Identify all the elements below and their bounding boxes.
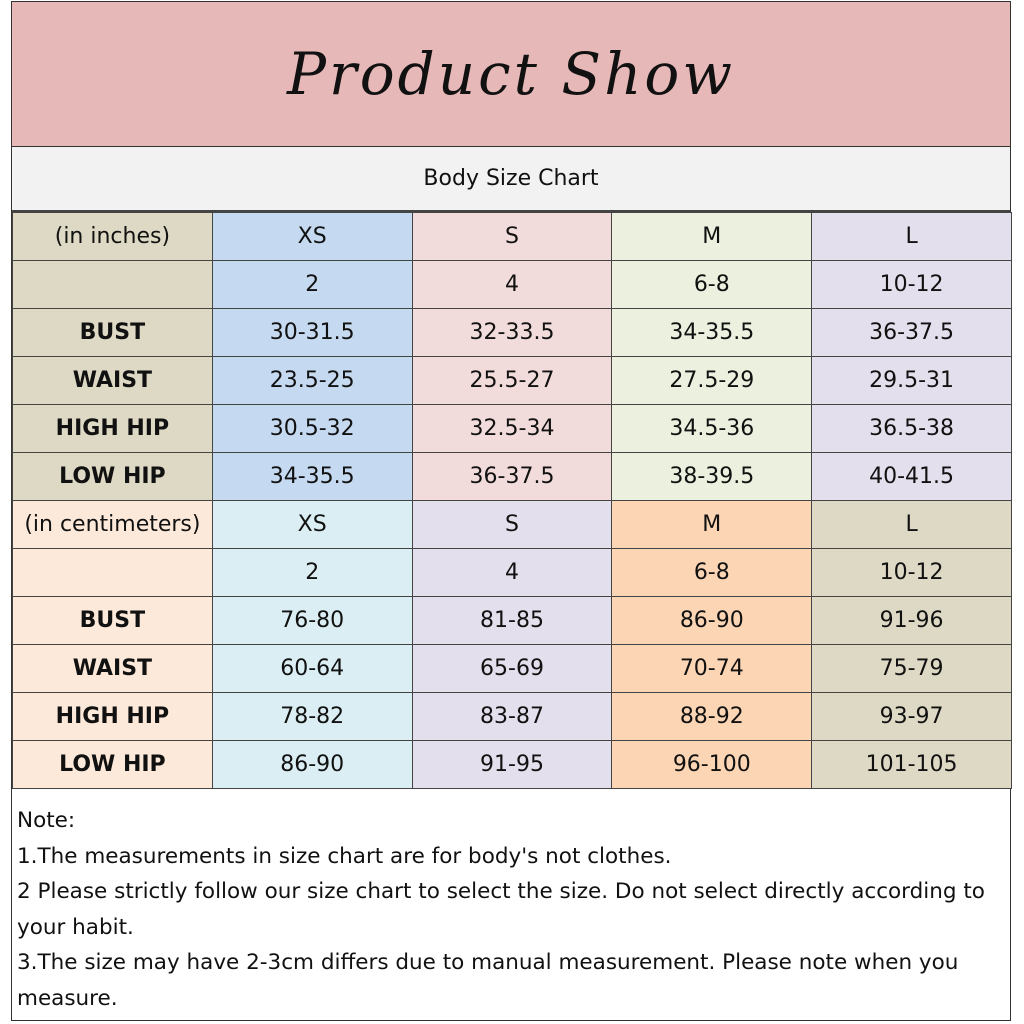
measurement-value: 36-37.5 [811,308,1012,357]
us-size: 2 [211,548,413,597]
measurement-label: HIGH HIP [12,692,213,741]
measurement-value: 86-90 [611,596,813,645]
measurement-label: LOW HIP [12,740,213,789]
measurement-label: HIGH HIP [12,404,213,453]
note-line: 1.The measurements in size chart are for… [17,843,672,869]
us-size: 6-8 [611,260,813,309]
measurement-value: 83-87 [411,692,613,741]
table-row: BUST 30-31.5 32-33.5 34-35.5 36-37.5 [12,308,1012,357]
measurement-value: 30.5-32 [211,404,413,453]
size-header: M [611,212,813,261]
measurement-label: LOW HIP [12,452,213,501]
measurement-value: 27.5-29 [611,356,813,405]
measurement-value: 40-41.5 [811,452,1012,501]
notes: Note: 1.The measurements in size chart ar… [12,789,1010,1016]
size-chart: Product Show Body Size Chart (in inches)… [11,1,1012,1021]
table-row: LOW HIP 34-35.5 36-37.5 38-39.5 40-41.5 [12,452,1012,501]
measurement-value: 38-39.5 [611,452,813,501]
size-header: M [611,500,813,549]
measurement-label: WAIST [12,356,213,405]
us-size: 10-12 [811,548,1012,597]
measurement-value: 29.5-31 [811,356,1012,405]
measurement-value: 25.5-27 [411,356,613,405]
size-header-row: (in centimeters) XS S M L [12,500,1012,549]
measurement-value: 34.5-36 [611,404,813,453]
measurement-label: BUST [12,596,213,645]
measurement-value: 96-100 [611,740,813,789]
size-header: XS [211,500,413,549]
unit-label: (in centimeters) [12,500,213,549]
measurement-value: 101-105 [811,740,1012,789]
measurement-value: 93-97 [811,692,1012,741]
unit-label: (in inches) [12,212,213,261]
page-title: Product Show [12,2,1010,147]
us-size: 10-12 [811,260,1012,309]
size-header: L [811,212,1012,261]
measurement-value: 81-85 [411,596,613,645]
note-line: 3.The size may have 2-3cm differs due to… [17,950,959,1011]
size-header: L [811,500,1012,549]
measurement-value: 65-69 [411,644,613,693]
measurement-label: WAIST [12,644,213,693]
measurement-value: 34-35.5 [611,308,813,357]
measurement-value: 86-90 [211,740,413,789]
note-line: 2 Please strictly follow our size chart … [17,879,985,940]
us-size: 2 [211,260,413,309]
measurement-value: 91-95 [411,740,613,789]
measurement-value: 34-35.5 [211,452,413,501]
us-size: 4 [411,548,613,597]
chart-subtitle: Body Size Chart [12,147,1010,212]
empty-cell [12,548,213,597]
table-row: WAIST 60-64 65-69 70-74 75-79 [12,644,1012,693]
measurement-value: 32-33.5 [411,308,613,357]
measurement-value: 91-96 [811,596,1012,645]
table-row: LOW HIP 86-90 91-95 96-100 101-105 [12,740,1012,789]
measurement-value: 75-79 [811,644,1012,693]
measurement-value: 78-82 [211,692,413,741]
table-row: BUST 76-80 81-85 86-90 91-96 [12,596,1012,645]
measurement-value: 76-80 [211,596,413,645]
measurement-value: 30-31.5 [211,308,413,357]
table-row: HIGH HIP 78-82 83-87 88-92 93-97 [12,692,1012,741]
table-row: HIGH HIP 30.5-32 32.5-34 34.5-36 36.5-38 [12,404,1012,453]
size-header: S [411,500,613,549]
measurement-value: 70-74 [611,644,813,693]
measurement-value: 36.5-38 [811,404,1012,453]
table-row: WAIST 23.5-25 25.5-27 27.5-29 29.5-31 [12,356,1012,405]
us-size-row: 2 4 6-8 10-12 [12,548,1012,597]
empty-cell [12,260,213,309]
size-header: S [411,212,613,261]
measurement-value: 60-64 [211,644,413,693]
note-line: Note: [17,808,76,833]
measurement-label: BUST [12,308,213,357]
size-header: XS [211,212,413,261]
size-table: (in inches) XS S M L 2 4 6-8 10-12 BUST 30-31.5 32-… [12,212,1012,789]
us-size-row: 2 4 6-8 10-12 [12,260,1012,309]
measurement-value: 23.5-25 [211,356,413,405]
measurement-value: 32.5-34 [411,404,613,453]
size-header-row: (in inches) XS S M L [12,212,1012,261]
us-size: 4 [411,260,613,309]
us-size: 6-8 [611,548,813,597]
measurement-value: 36-37.5 [411,452,613,501]
measurement-value: 88-92 [611,692,813,741]
